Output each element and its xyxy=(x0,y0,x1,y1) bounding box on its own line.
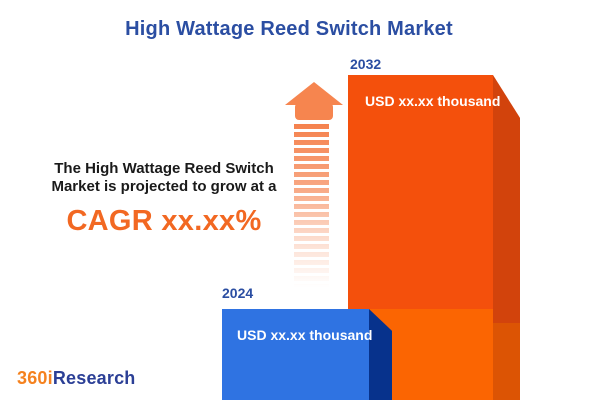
bar-2032-side-face xyxy=(493,75,520,400)
growth-line-1: The High Wattage Reed Switch xyxy=(54,160,274,177)
growth-arrow-neck xyxy=(295,103,333,120)
bar-2032-value-label: USD xx.xx thousand xyxy=(365,93,501,109)
bar-2024-side-face xyxy=(369,309,392,400)
bar-2024-value-label: USD xx.xx thousand xyxy=(237,327,373,343)
logo-suffix-research: Research xyxy=(52,368,136,388)
growth-text-block: The High Wattage Reed Switch Market is p… xyxy=(18,160,310,238)
cagr-value: CAGR xx.xx% xyxy=(66,205,262,237)
year-label-2024: 2024 xyxy=(222,285,254,301)
brand-logo: 360iResearch xyxy=(17,368,136,389)
growth-arrow-striped-shaft xyxy=(294,124,329,292)
chart-title: High Wattage Reed Switch Market xyxy=(125,18,453,40)
logo-prefix-360i: 360i xyxy=(17,368,53,388)
bar-2024-front-face xyxy=(222,309,369,400)
growth-arrow-head-icon xyxy=(285,82,343,105)
growth-line-2: Market is projected to grow at a xyxy=(51,178,277,195)
year-label-2032: 2032 xyxy=(350,56,382,72)
